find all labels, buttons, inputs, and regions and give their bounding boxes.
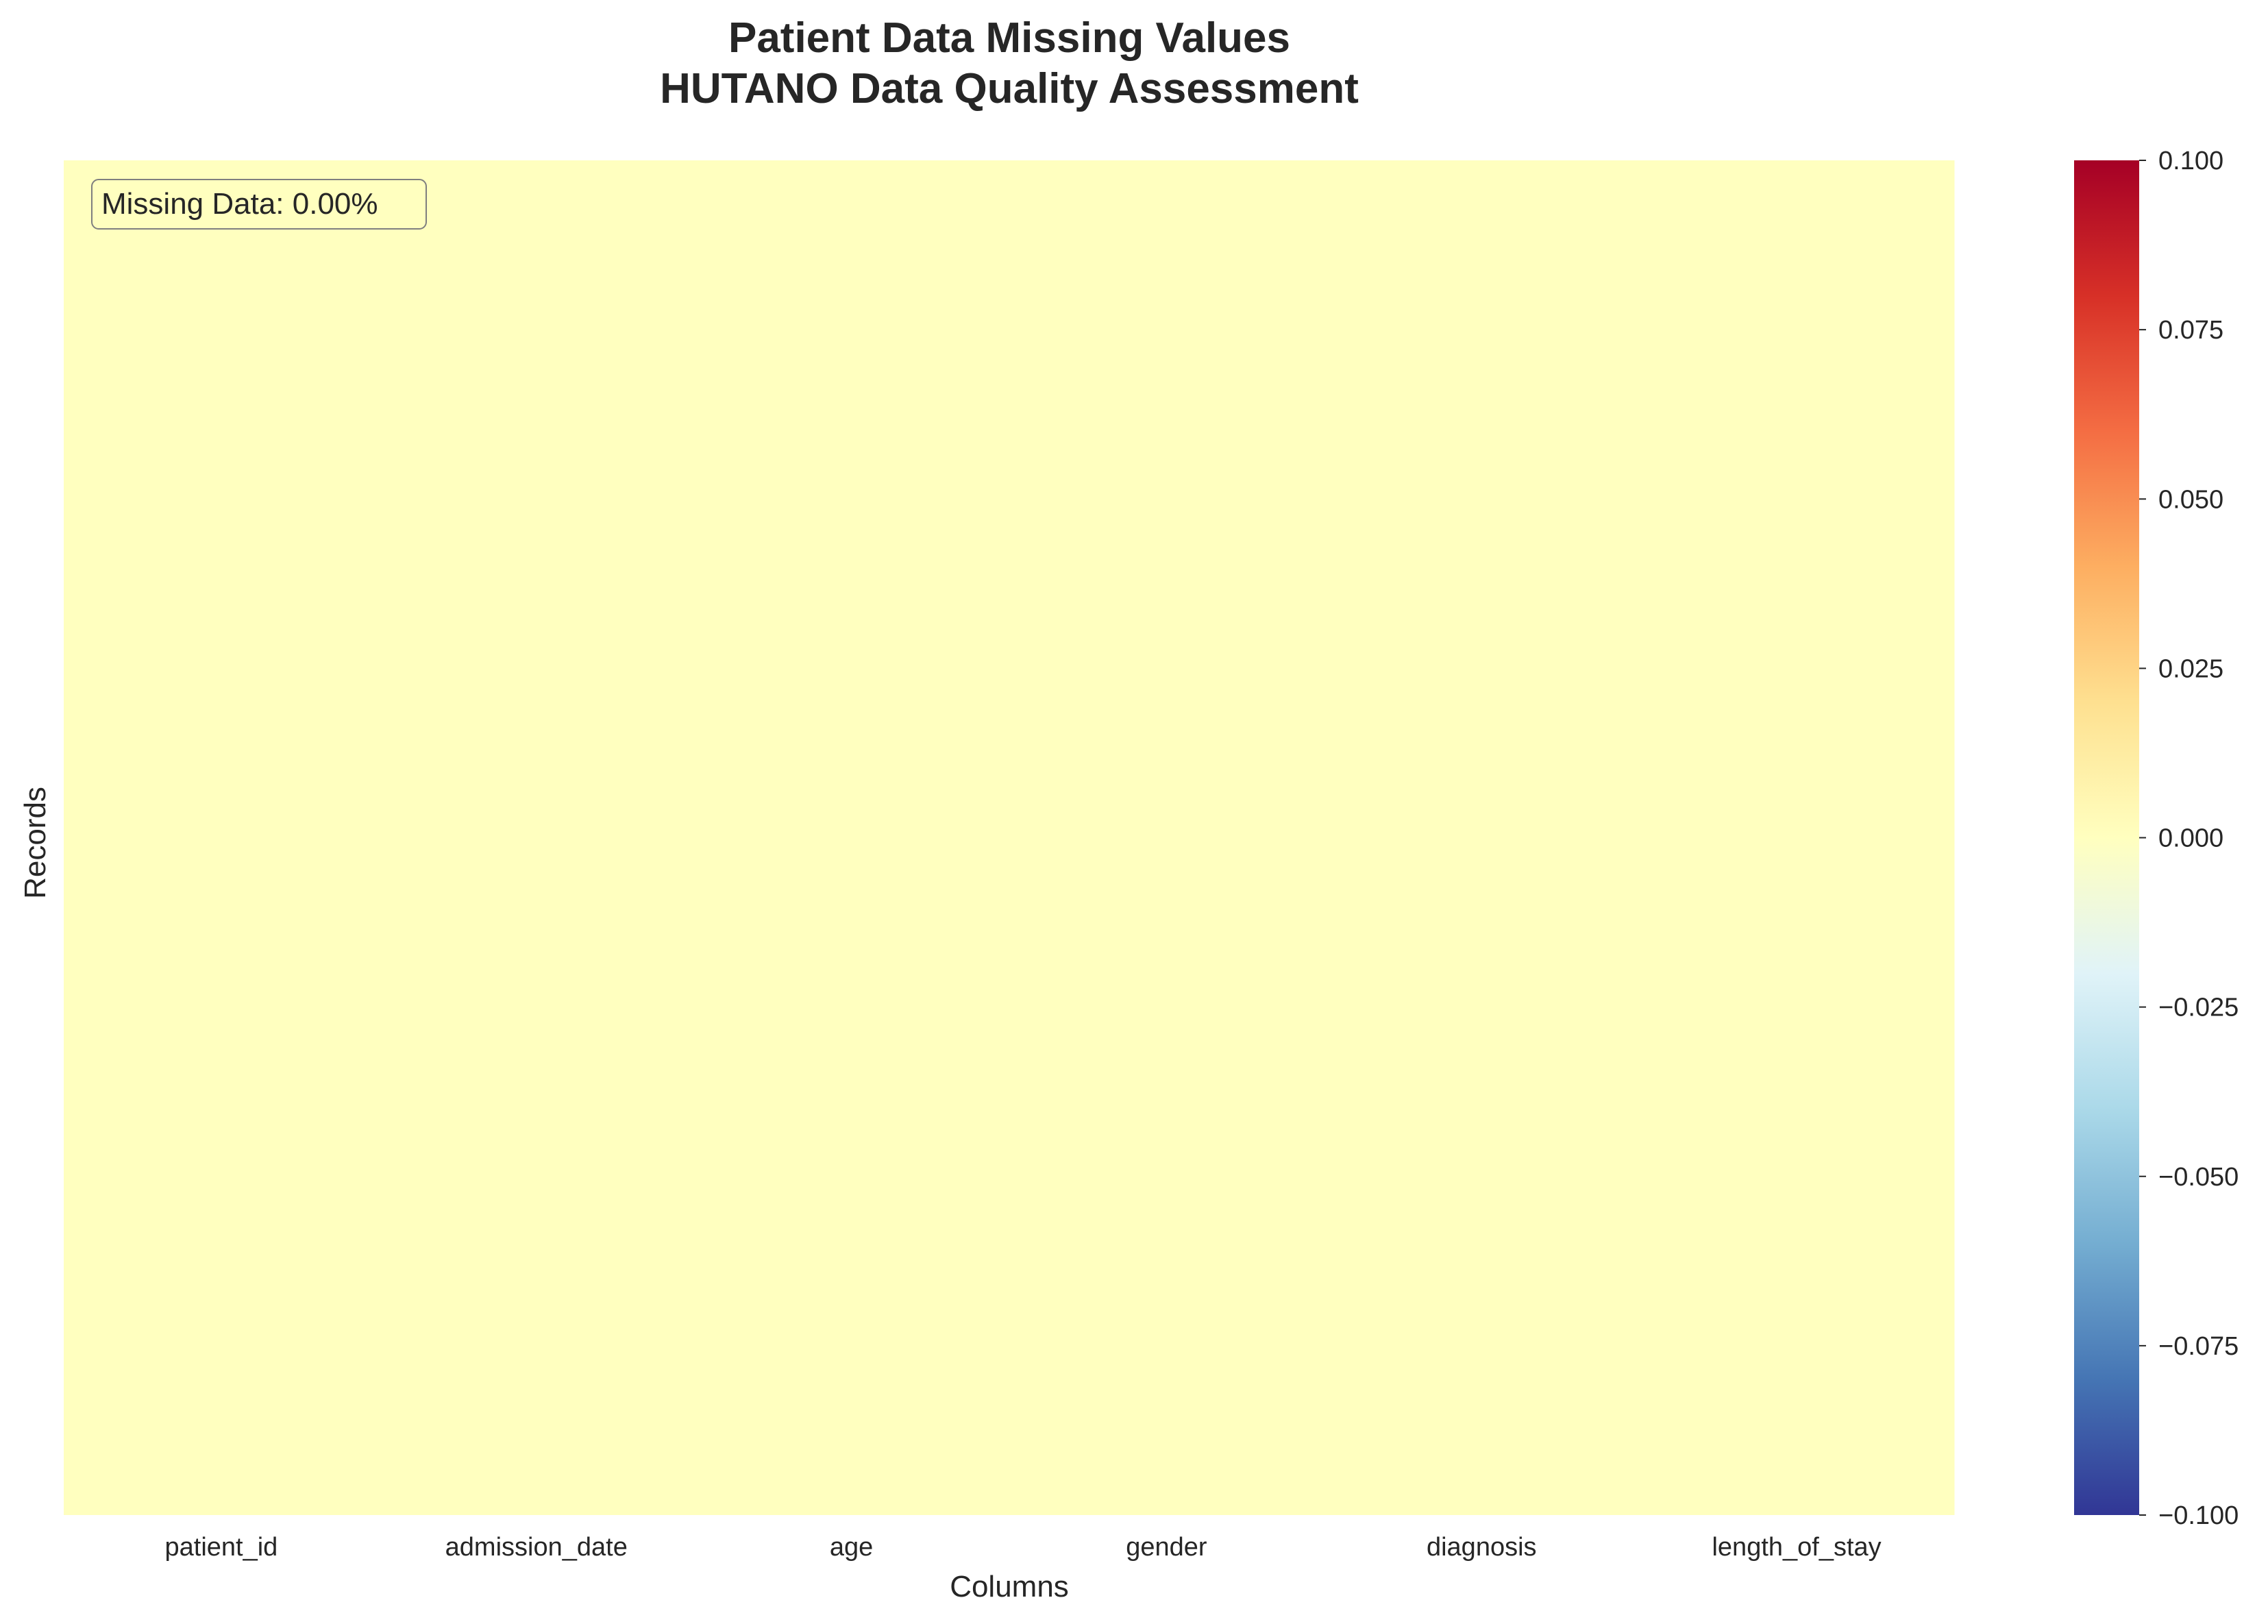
colorbar-tick-label: 0.025 (2158, 654, 2223, 683)
colorbar-tick-label: 0.075 (2158, 316, 2223, 345)
colorbar-tick-label: −0.100 (2158, 1501, 2239, 1530)
heatmap-column-age (693, 160, 1009, 1515)
x-tick-label: admission_date (445, 1533, 628, 1562)
colorbar-tick-label: −0.025 (2158, 994, 2239, 1022)
y-axis-label: Records (19, 787, 52, 899)
x-axis-label: Columns (950, 1570, 1069, 1603)
colorbar (2074, 160, 2139, 1515)
heatmap-column-admission_date (378, 160, 695, 1515)
chart-title-line2: HUTANO Data Quality Assessment (660, 65, 1359, 112)
x-tick-label: diagnosis (1427, 1533, 1537, 1562)
x-tick-label: patient_id (165, 1533, 278, 1562)
heatmap-column-length_of_stay (1639, 160, 1955, 1515)
annotation-text: Missing Data: 0.00% (101, 187, 378, 221)
colorbar-tick-label: 0.100 (2158, 147, 2223, 175)
x-tick-label: length_of_stay (1712, 1533, 1881, 1562)
colorbar-ticks: 0.100 0.075 0.050 0.025 0.000 −0.025 −0.050 −0.… (2139, 147, 2239, 1530)
missing-data-annotation: Missing Data: 0.00% (91, 179, 427, 230)
annotation-box (91, 179, 427, 230)
x-tick-labels: patient_id admission_date age gender diagnos… (165, 1533, 1882, 1562)
colorbar-tick-label: −0.075 (2158, 1332, 2239, 1361)
colorbar-tick-label: 0.050 (2158, 485, 2223, 514)
heatmap-column-diagnosis (1324, 160, 1640, 1515)
heatmap-column-patient_id (64, 160, 380, 1515)
x-tick-label: age (830, 1533, 873, 1562)
colorbar-tick-label: −0.050 (2158, 1163, 2239, 1192)
heatmap-column-gender (1009, 160, 1324, 1515)
chart-title-line1: Patient Data Missing Values (728, 14, 1290, 62)
heatmap-cells (64, 160, 1955, 1515)
x-tick-label: gender (1126, 1533, 1207, 1562)
colorbar-tick-label: 0.000 (2158, 824, 2223, 853)
